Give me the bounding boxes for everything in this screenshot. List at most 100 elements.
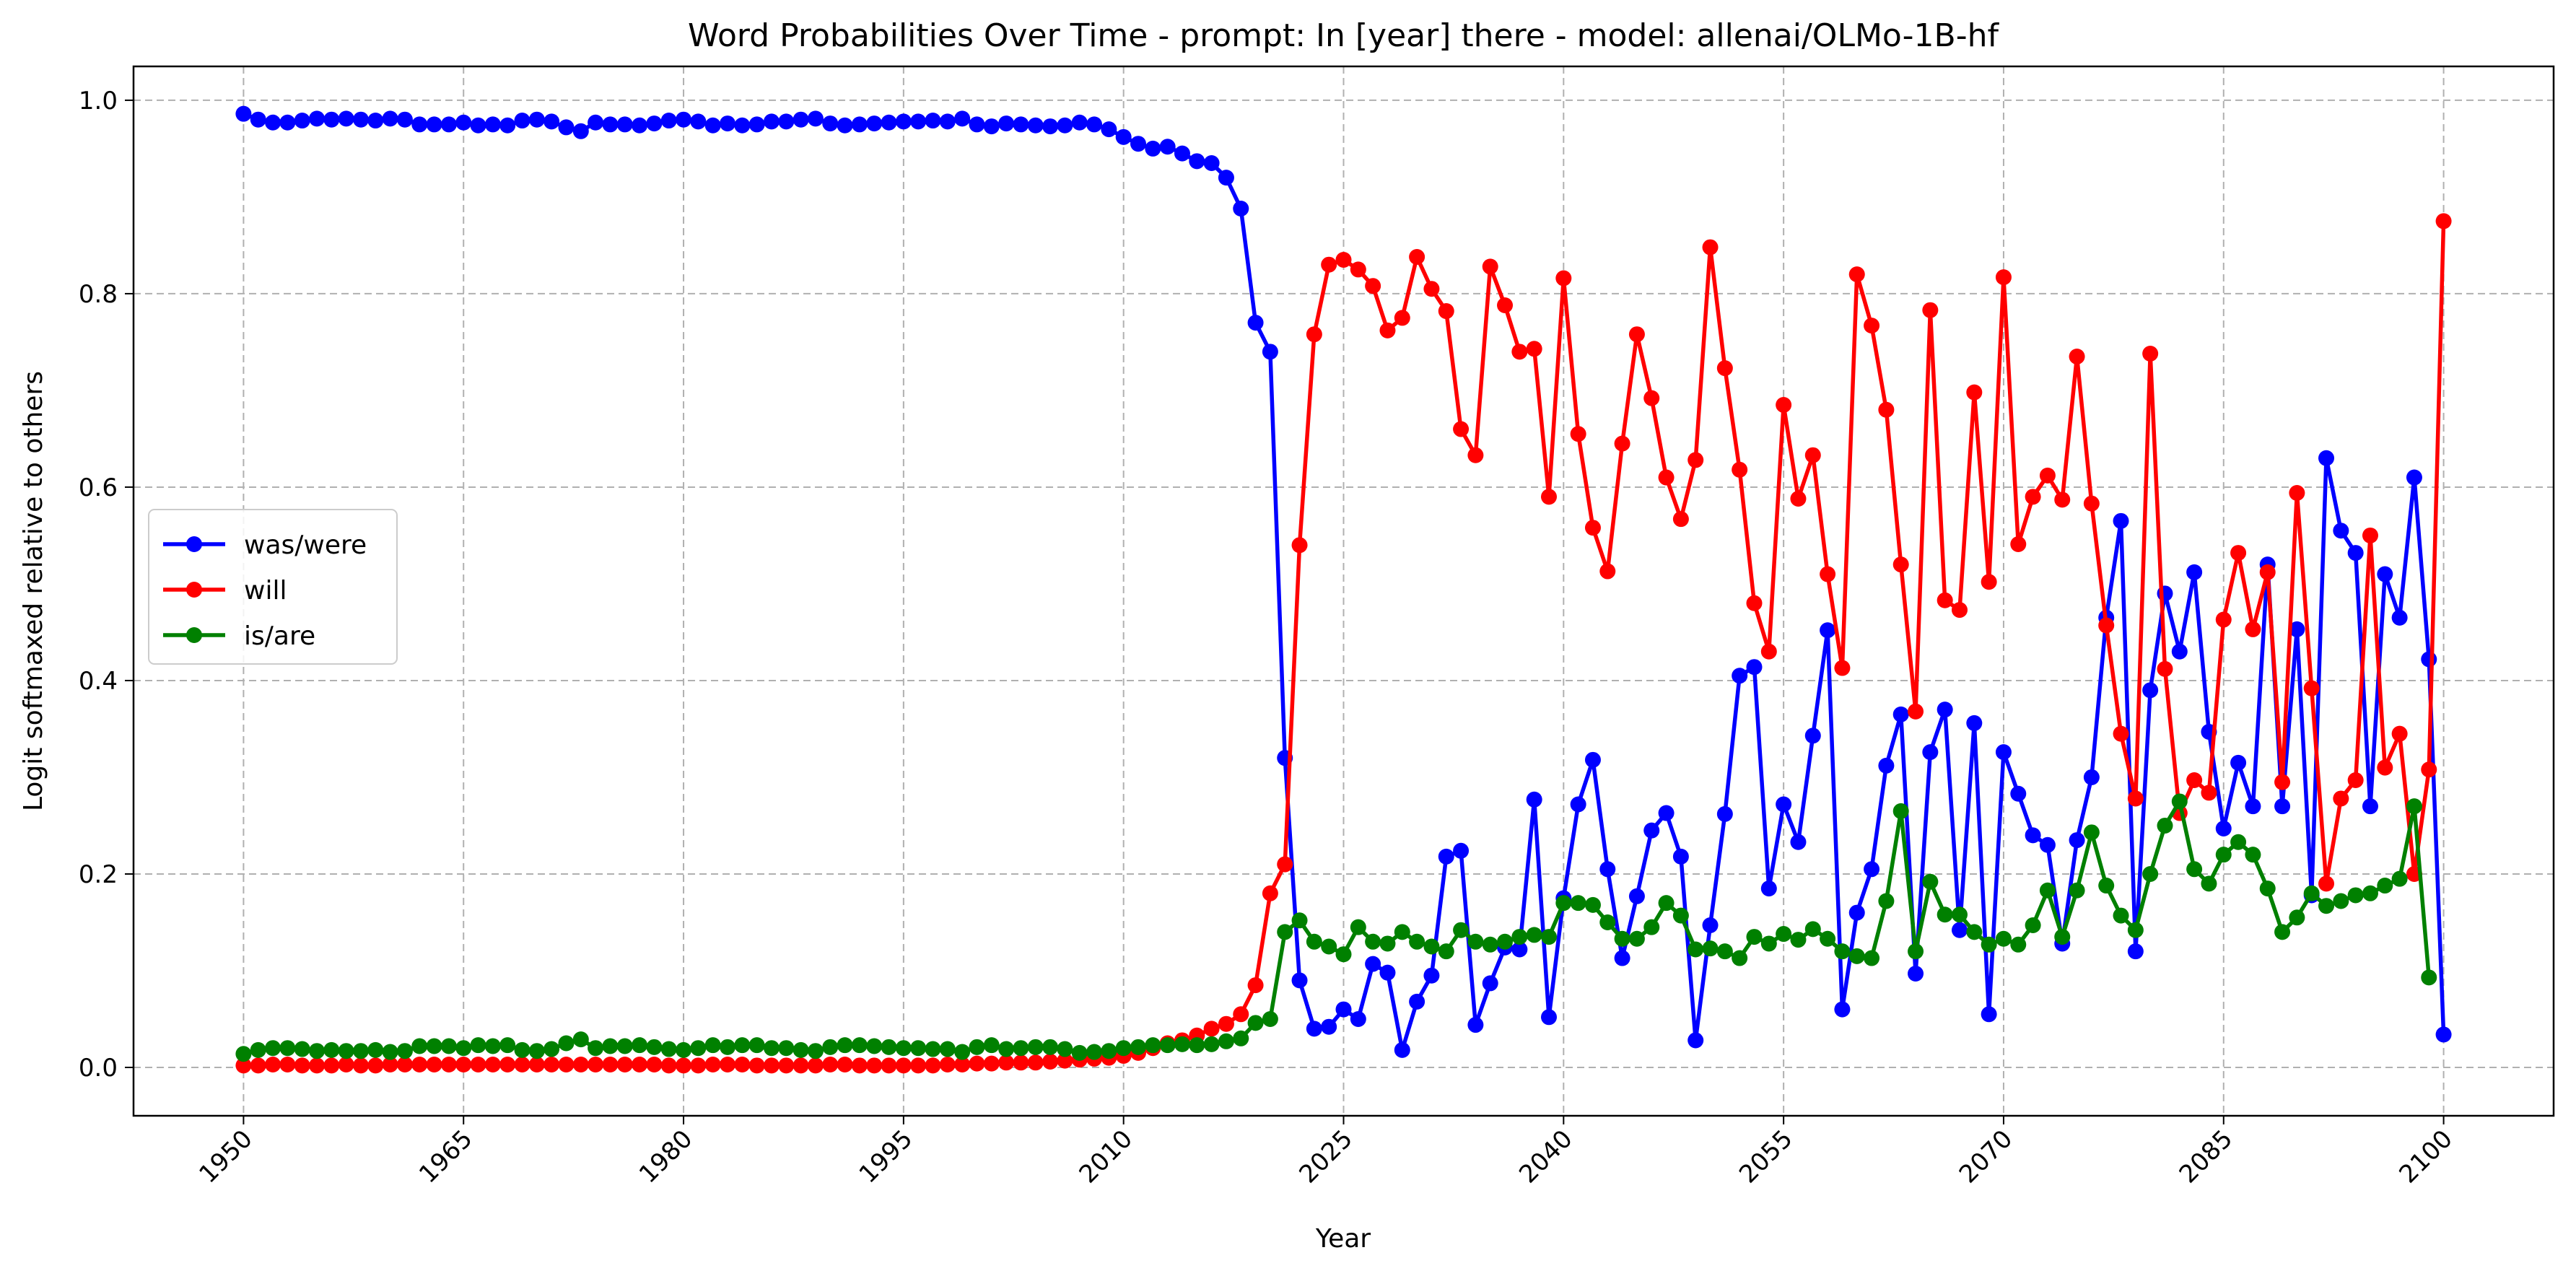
data-point	[2098, 878, 2115, 894]
data-point	[396, 1056, 413, 1072]
data-point	[676, 1041, 692, 1058]
data-point	[2362, 798, 2378, 815]
data-point	[1101, 121, 1117, 138]
data-point	[543, 113, 560, 130]
data-point	[2406, 469, 2422, 486]
data-point	[2039, 882, 2056, 899]
data-point	[1555, 895, 1572, 912]
data-point	[632, 117, 648, 134]
data-point	[250, 1057, 266, 1074]
data-point	[748, 1037, 765, 1054]
data-point	[2303, 680, 2320, 696]
data-point	[1526, 791, 1542, 808]
data-point	[1247, 315, 1264, 331]
data-point	[367, 113, 384, 129]
data-point	[616, 1056, 633, 1072]
data-point	[895, 1040, 912, 1057]
data-point	[866, 1057, 883, 1074]
data-point	[1145, 1037, 1161, 1054]
data-point	[895, 113, 912, 130]
data-point	[1628, 930, 1645, 947]
data-point	[279, 114, 296, 131]
data-point	[2025, 827, 2041, 844]
data-point	[2157, 817, 2173, 834]
data-point	[235, 1046, 252, 1062]
data-point	[1790, 834, 1807, 850]
data-point	[1995, 930, 2012, 947]
data-point	[279, 1040, 296, 1057]
data-point	[2435, 1026, 2452, 1043]
data-point	[1981, 574, 1997, 590]
data-point	[1218, 1033, 1234, 1049]
data-point	[939, 113, 956, 130]
legend-marker	[186, 627, 202, 643]
data-point	[998, 1041, 1015, 1057]
data-point	[851, 1057, 868, 1074]
data-point	[1614, 435, 1630, 452]
data-point	[1864, 861, 1880, 878]
data-point	[895, 1057, 912, 1074]
data-point	[396, 111, 413, 128]
data-point	[1438, 303, 1454, 320]
data-point	[2010, 936, 2027, 953]
data-point	[1922, 873, 1939, 890]
data-point	[2039, 836, 2056, 853]
data-point	[426, 116, 442, 133]
data-point	[1746, 659, 1763, 676]
data-point	[265, 114, 281, 131]
data-point	[1511, 929, 1528, 945]
data-point	[1776, 926, 1792, 943]
data-point	[822, 1056, 839, 1072]
data-point	[2142, 346, 2159, 362]
data-point	[279, 1056, 296, 1072]
data-point	[367, 1057, 384, 1074]
data-point	[455, 1040, 472, 1057]
data-point	[2377, 878, 2393, 894]
data-point	[382, 1044, 398, 1060]
data-point	[2025, 917, 2041, 933]
data-point	[455, 114, 472, 131]
data-point	[748, 1057, 765, 1074]
data-point	[1878, 401, 1895, 418]
data-point	[2098, 617, 2115, 634]
data-point	[1027, 1039, 1044, 1055]
data-point	[2289, 484, 2305, 501]
data-point	[1453, 922, 1470, 938]
data-point	[660, 113, 677, 129]
data-point	[1511, 941, 1528, 958]
data-point	[1350, 261, 1366, 278]
data-point	[602, 1038, 619, 1054]
data-point	[763, 1057, 780, 1074]
data-point	[543, 1056, 560, 1072]
data-point	[1937, 592, 1953, 608]
data-point	[2083, 495, 2100, 512]
data-point	[2259, 564, 2276, 580]
data-point	[1908, 943, 1924, 960]
data-point	[1423, 967, 1440, 984]
data-point	[2186, 861, 2203, 878]
data-point	[1511, 344, 1528, 360]
data-point	[2421, 969, 2437, 986]
data-point	[2215, 847, 2232, 863]
data-point	[2069, 882, 2085, 899]
data-point	[338, 1056, 354, 1072]
data-point	[2083, 769, 2100, 785]
data-point	[2127, 790, 2144, 807]
data-point	[1892, 706, 1909, 722]
x-axis-title: Year	[1315, 1224, 1371, 1254]
data-point	[2318, 898, 2335, 914]
data-point	[983, 1055, 1000, 1072]
data-point	[2289, 621, 2305, 637]
data-point	[1672, 848, 1689, 865]
data-point	[983, 1037, 1000, 1054]
data-point	[1453, 842, 1470, 859]
data-point	[807, 1057, 824, 1074]
data-point	[1013, 1054, 1029, 1071]
data-point	[1541, 929, 1557, 945]
data-point	[2142, 865, 2159, 882]
data-point	[1937, 906, 1953, 923]
data-point	[1482, 936, 1498, 953]
data-point	[1599, 563, 1616, 580]
